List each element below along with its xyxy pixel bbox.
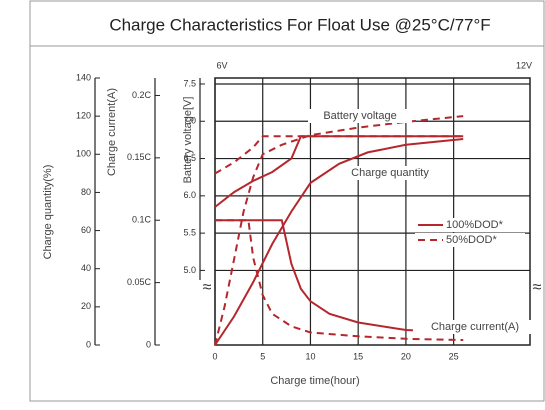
frame	[29, 0, 545, 402]
line	[214, 115, 464, 346]
legend-bg	[415, 218, 525, 232]
y-tick-label: 0.1C	[132, 215, 152, 225]
y-tick-label: 60	[81, 225, 91, 235]
voltage-unit: 12V	[516, 60, 532, 70]
annotation-bg	[308, 109, 412, 123]
annotation-bg	[338, 166, 442, 180]
x-tick-label: 25	[449, 351, 459, 361]
x-tick-label: 20	[401, 351, 411, 361]
y-tick-label: 0.05C	[127, 277, 152, 287]
y-tick-label: 0	[86, 339, 91, 349]
annotation-bg	[413, 320, 533, 334]
y-tick-label: 140	[76, 72, 91, 82]
legend-label: 50%DOD*	[446, 234, 497, 246]
y-tick-label: 7.0	[183, 116, 196, 126]
line	[214, 138, 464, 346]
y-tick-label: 7.5	[183, 78, 196, 88]
y-axis-label: Battery voltage[V]	[182, 97, 194, 184]
y-tick-label: 40	[81, 263, 91, 273]
legend-label: 100%DOD*	[446, 219, 504, 231]
line	[214, 135, 464, 175]
y-tick-label: 5.5	[183, 228, 196, 238]
y-tick-label: 0	[146, 339, 151, 349]
y-axis-label: Charge current(A)	[106, 88, 118, 176]
y-tick-label: 20	[81, 301, 91, 311]
axis-break: ≈	[203, 279, 212, 296]
legend-bg	[415, 233, 525, 247]
y-tick-label: 80	[81, 187, 91, 197]
x-tick-label: 5	[260, 351, 265, 361]
annotation: Charge quantity	[351, 167, 429, 179]
y-tick-label: 120	[76, 111, 91, 121]
line	[215, 219, 464, 341]
y-axis-label: Charge quantity(%)	[42, 165, 54, 260]
annotation: Charge current(A)	[431, 321, 519, 333]
voltage-unit: 6V	[216, 60, 227, 70]
y-tick-label: 6.5	[183, 153, 196, 163]
y-tick-label: 6.0	[183, 190, 196, 200]
y-tick-label: 0.15C	[127, 152, 152, 162]
y-tick-label: 0.2C	[132, 90, 152, 100]
y-tick-label: 100	[76, 149, 91, 159]
axis-break: ≈	[533, 279, 542, 296]
x-axis-label: Charge time(hour)	[270, 375, 359, 387]
y-tick-label: 5.0	[183, 265, 196, 275]
line	[215, 219, 464, 334]
chart-title: Charge Characteristics For Float Use @25…	[109, 15, 490, 34]
annotation: Battery voltage	[323, 110, 396, 122]
x-tick-label: 15	[353, 351, 363, 361]
x-tick-label: 10	[305, 351, 315, 361]
x-tick-label: 0	[212, 351, 217, 361]
